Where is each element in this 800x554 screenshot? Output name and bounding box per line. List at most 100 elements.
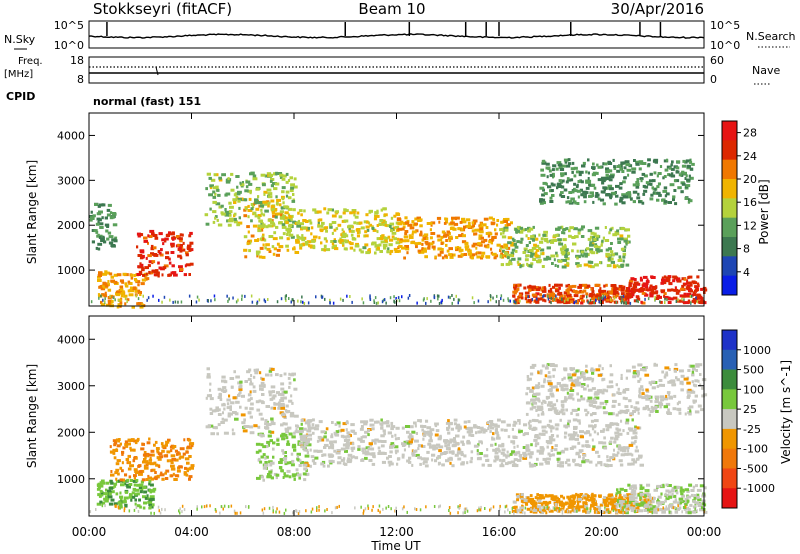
range-cell	[320, 229, 324, 233]
range-cell	[514, 249, 518, 253]
range-cell	[657, 182, 661, 186]
range-cell	[518, 430, 521, 434]
range-cell	[655, 410, 659, 413]
range-cell	[244, 255, 248, 259]
range-cell	[120, 294, 124, 298]
range-cell	[526, 386, 531, 390]
range-cell	[617, 387, 620, 391]
range-cell	[601, 367, 604, 371]
range-cell	[212, 200, 217, 204]
noise-cell	[300, 300, 302, 304]
range-cell	[291, 199, 296, 203]
range-cell	[668, 495, 673, 499]
range-cell	[271, 422, 276, 426]
range-cell	[393, 214, 397, 218]
range-cell	[391, 235, 395, 239]
range-cell	[430, 432, 433, 436]
range-cell	[674, 363, 678, 367]
range-cell	[575, 254, 580, 258]
range-cell	[605, 173, 609, 177]
range-cell	[170, 242, 175, 246]
range-cell	[305, 464, 310, 468]
range-cell	[414, 242, 419, 246]
range-cell	[552, 495, 558, 499]
range-cell	[531, 405, 536, 409]
range-cell	[494, 428, 498, 432]
nave-tick-bottom: 0	[710, 73, 717, 86]
noise-cell	[280, 297, 283, 301]
range-cell	[516, 510, 519, 514]
range-cell	[303, 436, 306, 440]
range-cell	[243, 235, 248, 239]
range-cell	[463, 225, 467, 229]
range-cell	[233, 217, 237, 221]
range-cell	[441, 256, 445, 260]
range-cell	[159, 253, 164, 257]
range-cell	[431, 458, 434, 462]
range-cell	[227, 412, 232, 416]
range-cell	[577, 497, 583, 501]
range-cell	[282, 396, 287, 400]
range-cell	[473, 244, 476, 248]
range-cell	[494, 451, 498, 455]
range-cell	[519, 265, 522, 269]
range-cell	[700, 300, 705, 304]
range-cell	[582, 283, 588, 287]
range-cell	[535, 409, 538, 412]
range-cell	[522, 446, 526, 449]
range-cell	[543, 378, 546, 382]
range-cell	[483, 244, 489, 248]
range-cell	[188, 477, 191, 481]
range-cell	[107, 492, 110, 496]
range-cell	[511, 427, 514, 431]
range-cell	[326, 211, 330, 215]
range-cell	[550, 389, 553, 393]
range-cell	[556, 434, 559, 438]
range-cell	[168, 257, 171, 261]
range-cell	[667, 412, 672, 415]
range-cell	[481, 251, 486, 255]
range-cell	[384, 236, 389, 240]
range-cell	[623, 505, 626, 509]
range-cell	[564, 367, 568, 371]
range-cell	[409, 226, 415, 230]
noise-cell	[507, 508, 509, 512]
range-cell	[688, 174, 691, 178]
range-cell	[179, 244, 183, 247]
range-cell	[604, 463, 608, 467]
range-cell	[571, 170, 574, 174]
range-cell	[320, 224, 324, 228]
range-cell	[417, 447, 420, 451]
range-cell	[574, 290, 580, 294]
range-cell	[515, 493, 519, 497]
range-cell	[583, 200, 587, 204]
range-cell	[509, 452, 513, 456]
range-cell	[304, 241, 309, 244]
range-cell	[214, 408, 220, 412]
range-cell	[368, 248, 371, 251]
range-cell	[554, 503, 558, 506]
range-cell	[588, 194, 593, 198]
range-cell	[143, 466, 149, 470]
range-cell	[632, 429, 636, 433]
range-cell	[286, 469, 291, 473]
range-cell	[453, 222, 459, 226]
range-cell	[580, 375, 586, 379]
range-cell	[293, 185, 298, 189]
range-cell	[244, 406, 248, 410]
range-cell	[487, 234, 491, 238]
range-cell	[310, 455, 315, 459]
range-cell	[272, 214, 277, 218]
range-cell	[333, 440, 337, 444]
range-cell	[632, 375, 636, 379]
range-cell	[573, 227, 578, 231]
range-cell	[585, 369, 588, 373]
range-cell	[576, 189, 582, 193]
range-cell	[470, 450, 474, 454]
range-cell	[378, 222, 382, 226]
range-cell	[284, 462, 288, 466]
range-cell	[629, 279, 634, 283]
range-cell	[147, 234, 150, 238]
range-cell	[380, 426, 384, 430]
range-cell	[586, 384, 589, 388]
